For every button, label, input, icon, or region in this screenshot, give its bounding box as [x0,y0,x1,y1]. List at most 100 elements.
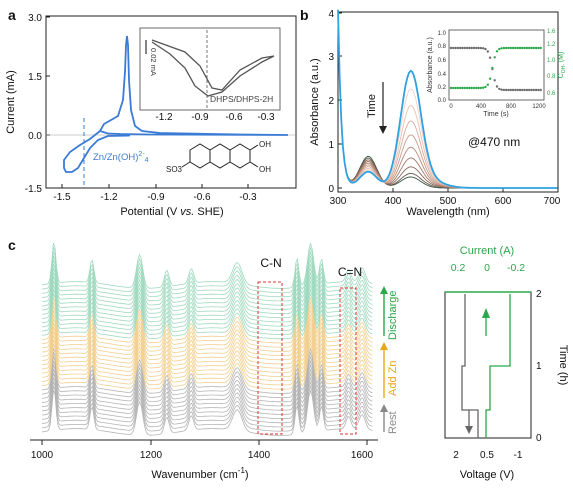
panel-b-inset-concentration-dot [521,46,524,50]
panel-c-box-cn [257,281,283,435]
panel-b-inset-concentration-dot [493,56,496,59]
panel-c-spectrum-line [41,334,373,382]
panel-b-inset-concentration-dot [528,46,531,50]
panel-b-inset-ytick: 0.2 [438,85,447,91]
panel-b-inset-concentration-dot [525,46,529,50]
panel-b-inset-absorbance-dot [507,88,510,92]
panel-b-inset-concentration-dot [537,46,540,50]
panel-b-inset-absorbance-dot [495,85,499,88]
panel-b-inset-concentration-dot [449,86,453,90]
panel-c-side-ytick: 1 [536,361,542,372]
panel-c-side-ylabel: Time (h) [557,345,569,386]
panel-b-xtick: 500 [440,196,457,207]
panel-b-ytick: 3 [328,52,334,63]
panel-c-side: Current (A) 0.2 0 -0.2 0 1 2 Time (h) 2 … [444,245,569,481]
panel-b-inset-xtick: 0 [449,104,453,110]
panel-c-box-c=n [339,287,357,435]
panel-a-molecule-so3: SO3 [166,165,183,174]
panel-a-ylabel: Current (mA) [5,70,17,134]
panel-b-time-arrowhead [379,126,387,134]
panel-b-inset-concentration-dot [523,46,526,50]
panel-b-inset-absorbance-dot [470,46,473,50]
panel-c-spectrum-line [41,351,373,398]
panel-c-spectrum-line [41,368,373,415]
panel-c-spectrum-line [41,284,373,331]
panel-c-spectrum-line [41,385,373,432]
panel-b-inset-ytick: 0.8 [438,44,447,50]
panel-c-annotation-c=n: C=N [338,265,362,279]
panel-c-spectrum-line [41,338,373,386]
panel-b-inset-concentration-dot [495,50,499,53]
panel-b-inset-ytick: 1.0 [438,31,447,37]
panel-c-side-ytick: 2 [536,289,542,300]
panel-c-spectrum-line [41,330,373,377]
panel-b-inset-absorbance-dot [456,46,460,50]
panel-a-xtick: -0.3 [239,192,257,203]
panel-b-inset-absorbance-dot [449,46,453,50]
panel-b-inset-concentration-dot [477,86,480,90]
panel-b-inset-absorbance-dot [452,46,455,50]
panel-b-inset-absorbance-dot [530,88,533,92]
panel-c-spectrum-line [41,271,373,319]
panel-b-inset-absorbance-dot [500,88,503,91]
panel-c-spectrum-line [41,296,373,344]
panel-a-xlabel: Potential (V vs. SHE) [120,206,223,218]
panel-b-inset-concentration-dot [468,86,471,90]
panel-c-spectrum-line [41,254,373,302]
panel-b-inset: Absorbance (a.u.) COH- (M) Time (s) 0.0 … [427,29,567,118]
panel-c-annotation-cn: C-N [260,256,281,270]
panel-b-inset-absorbance-dot [486,50,489,53]
panel-b-spectrum-line [337,9,558,189]
panel-b-inset-absorbance-dot [537,88,540,92]
panel-b-time-label: Time [366,94,378,118]
panel-a-ytick: -1.5 [25,184,43,195]
panel-a-xtick: -1.2 [100,192,118,203]
panel-b-inset-concentration-dot [539,46,542,50]
panel-b-inset-concentration-dot [511,46,515,50]
panel-b-inset-rtick: 1.6 [547,29,556,35]
panel-c-stage-discharge: Discharge [387,290,399,340]
panel-c-side-top-tick: -0.2 [507,262,525,274]
panel-c-spectrum-line [41,301,373,348]
panel-b-inset-ytick: 0.6 [438,58,447,64]
panel-b-inset-concentration-dot [516,46,519,50]
panel-c-xtick: 1200 [140,450,163,461]
panel-c-spectrum-line [41,250,373,298]
panel-b-inset-concentration-dot [514,46,517,50]
panel-b-inset-concentration-dot [475,86,478,90]
panel-c-spectrum-line [41,322,373,369]
panel-b-inset-absorbance-dot [528,88,531,92]
panel-b-inset-concentration-dot [505,46,508,50]
panel-b-inset-absorbance-dot [479,46,483,50]
panel-a-ytick: 3.0 [28,13,42,24]
panel-a-annotation: Zn/Zn(OH)2-4 [93,151,149,164]
panel-b-ytick: 4 [328,9,334,20]
panel-b-inset-concentration-dot [488,77,492,80]
panel-c-stage-arrowhead [380,286,388,294]
panel-c-spectrum-line [41,359,373,407]
panel-b-inset-xtick: 1200 [532,104,546,110]
panel-a-molecule [181,143,259,169]
panel-c-spectrum-line [41,280,373,327]
panel-b-inset-absorbance-dot [488,56,492,59]
panel-b-inset-rtick: 1.0 [547,58,556,64]
panel-c-letter: c [8,237,16,253]
panel-c-side-ytick: 0 [536,433,542,444]
panel-a-inset-scale-label: 0.02 mA [149,48,158,76]
panel-c-spectrum-line [41,364,373,411]
panel-a-cv-curve [63,35,289,173]
panel-b-inset-absorbance-dot [461,46,464,50]
panel-b-inset-absorbance-dot [468,46,471,50]
panel-c-side-current-trace [485,294,511,438]
panel-b-inset-absorbance-dot [516,88,519,92]
panel-b-inset-absorbance-dot [454,46,457,50]
panel-a-letter: a [8,7,16,23]
panel-a-ytick: 1.5 [28,72,42,83]
panel-c-spectra [41,242,373,436]
panel-c-side-voltage-arrowhead [465,426,473,434]
panel-b: b Absorbance (a.u.) Wavelength (nm) 0 1 … [300,7,567,218]
panel-b-inset-absorbance-dot [532,88,535,92]
panel-b-ytick: 1 [328,140,334,151]
panel-b-inset-xlabel: Time (s) [483,111,508,118]
panel-c-spectrum-line [41,292,373,340]
